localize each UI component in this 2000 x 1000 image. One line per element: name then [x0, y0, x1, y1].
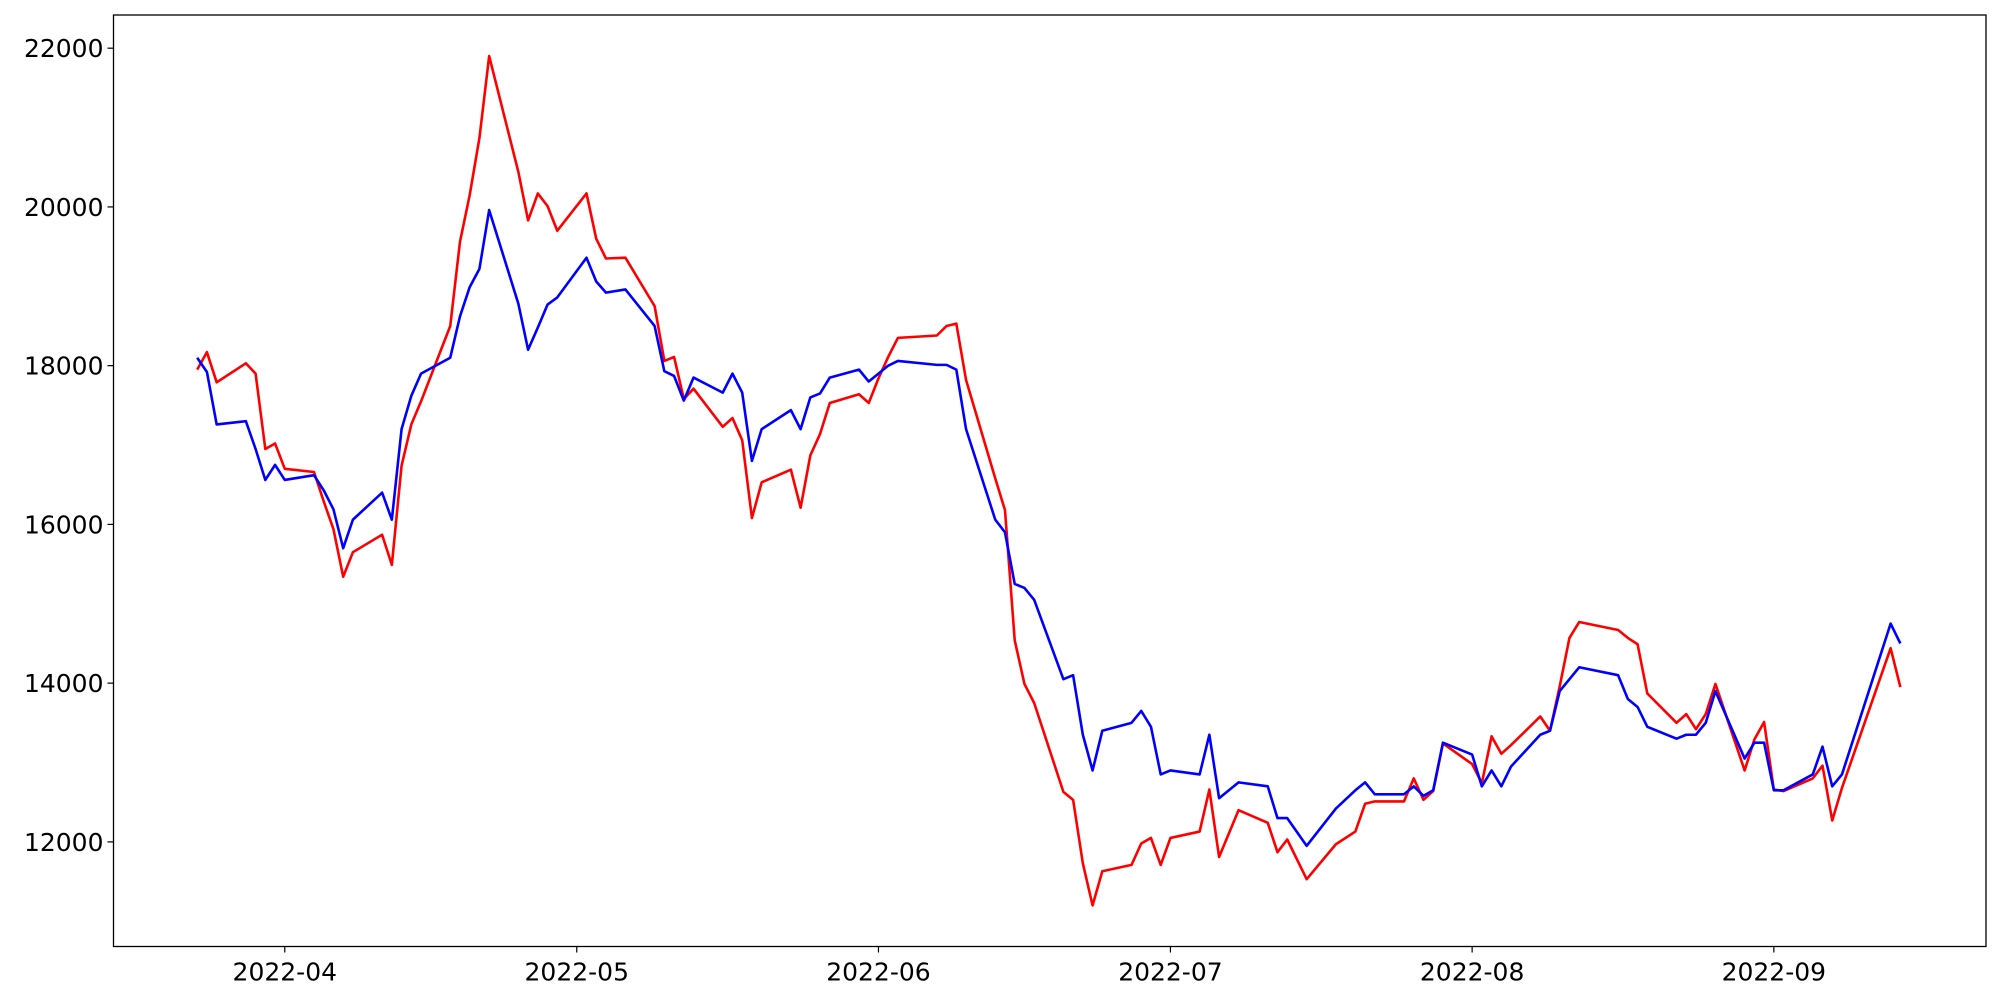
x-tick-label: 2022-06	[826, 958, 930, 987]
y-tick-label: 16000	[24, 510, 104, 539]
y-tick-label: 20000	[24, 193, 104, 222]
x-tick-label: 2022-05	[525, 958, 629, 987]
x-tick-label: 2022-08	[1420, 958, 1524, 987]
plot-frame	[112, 14, 1987, 948]
y-tick-label: 12000	[24, 828, 104, 857]
y-tick-label: 22000	[24, 34, 104, 63]
x-tick-label: 2022-04	[233, 958, 337, 987]
y-tick-label: 14000	[24, 669, 104, 698]
y-tick-label: 18000	[24, 352, 104, 381]
data-line	[196, 54, 1902, 907]
x-tick-label: 2022-07	[1118, 958, 1222, 987]
x-tick-label: 2022-09	[1722, 958, 1826, 987]
data-line	[196, 208, 1902, 848]
